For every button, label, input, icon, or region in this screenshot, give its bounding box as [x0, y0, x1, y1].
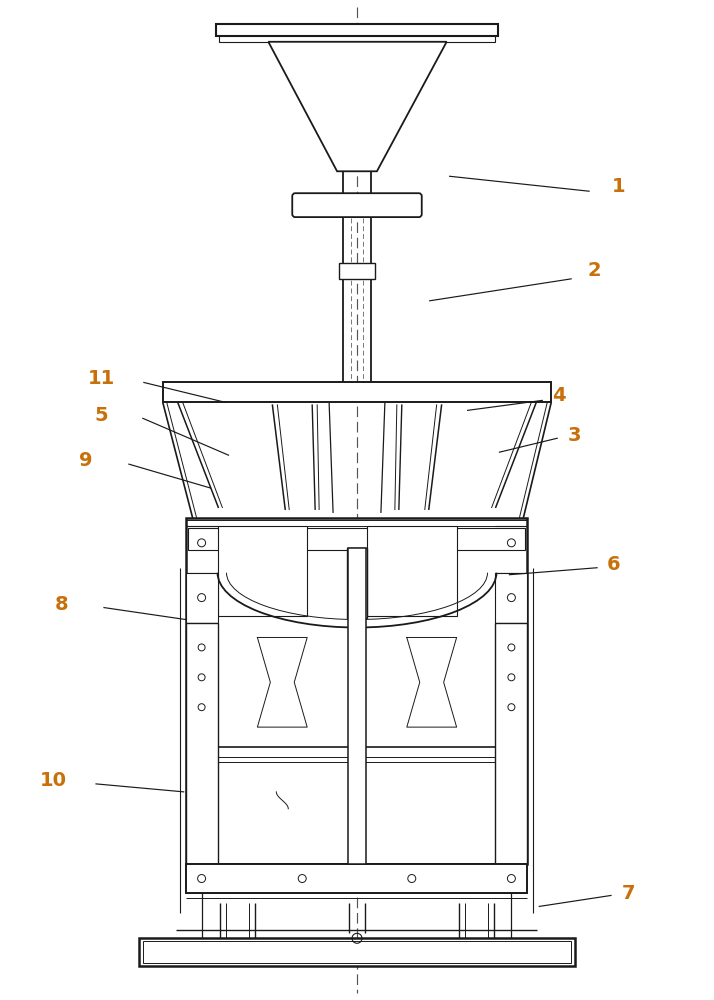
Text: 8: 8 [54, 595, 68, 614]
Polygon shape [268, 42, 447, 171]
Text: 11: 11 [87, 369, 115, 388]
Bar [143, 941, 571, 963]
Text: 3: 3 [568, 426, 581, 445]
Bar [496, 623, 528, 864]
Bar [496, 573, 528, 623]
Text: 2: 2 [587, 261, 601, 280]
Text: 4: 4 [553, 386, 566, 405]
Bar [216, 24, 498, 36]
Bar [163, 382, 551, 402]
Text: 10: 10 [40, 771, 66, 790]
Text: 7: 7 [622, 884, 635, 903]
Bar [347, 548, 367, 618]
Bar [296, 196, 418, 214]
Bar [186, 623, 218, 864]
Bar [218, 36, 496, 42]
Bar [186, 518, 528, 864]
FancyBboxPatch shape [292, 193, 422, 217]
Text: 1: 1 [612, 177, 625, 196]
Text: 5: 5 [94, 406, 108, 425]
Bar [188, 528, 526, 550]
Text: 9: 9 [79, 451, 93, 470]
Bar [218, 526, 307, 616]
Bar [139, 938, 575, 966]
Bar [348, 548, 366, 864]
Bar [186, 864, 528, 893]
Bar [339, 263, 375, 279]
Text: 6: 6 [607, 555, 620, 574]
Bar [367, 526, 457, 616]
Bar [186, 573, 218, 623]
